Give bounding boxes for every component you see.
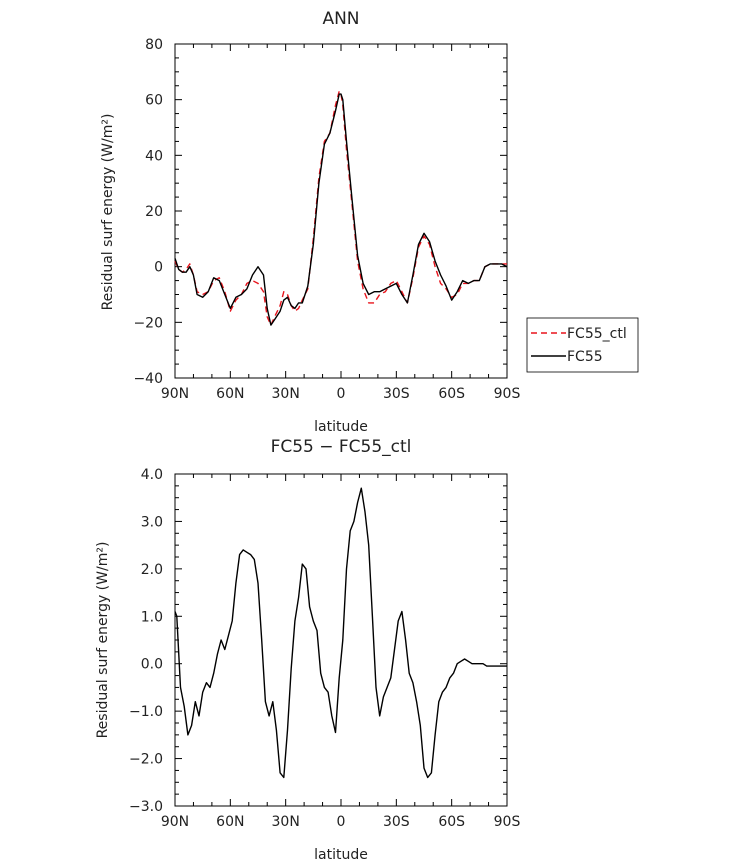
y-tick-label: 60	[145, 93, 163, 109]
x-tick-label: 60S	[438, 814, 465, 830]
x-axis-label-top: latitude	[314, 419, 368, 435]
x-tick-label: 90S	[494, 814, 521, 830]
y-axis-label-top: Residual surf energy (W/m²)	[100, 114, 116, 311]
x-tick-label: 90S	[494, 386, 521, 402]
y-tick-label: 0	[154, 260, 163, 276]
y-tick-label: 1.0	[141, 609, 163, 625]
x-tick-label: 30N	[272, 814, 300, 830]
plot-area-top: 90N 60N 30N 0 30S 60S 90S −40 −20 0 20 40 60 80	[133, 37, 520, 402]
y-tick-label: 0.0	[141, 657, 163, 673]
series-line-fc55	[174, 93, 508, 326]
legend-label-fc55: FC55	[567, 349, 603, 365]
legend-box	[526, 317, 639, 373]
x-tick-label: 90N	[161, 386, 189, 402]
y-axis-label-bottom: Residual surf energy (W/m²)	[95, 542, 111, 739]
x-tick-label: 30S	[383, 386, 410, 402]
x-tick-label: 0	[337, 814, 346, 830]
y-tick-label: 40	[145, 148, 163, 164]
x-tick-label: 60S	[438, 386, 465, 402]
y-tick-label: 20	[145, 204, 163, 220]
x-tick-label: 60N	[216, 386, 244, 402]
x-tick-label: 30N	[272, 386, 300, 402]
chart-panel-top: ANN 90N 60N 30N 0 30S 60S 90S −40 −20 0 20 40 60 80 l…	[100, 9, 639, 435]
plot-area-bottom: 90N 60N 30N 0 30S 60S 90S −3.0 −2.0 −1.0 0.0 1.0 2.0…	[129, 467, 520, 830]
y-tick-label: 3.0	[141, 514, 163, 530]
legend: FC55_ctl FC55	[526, 317, 639, 373]
chart-panel-bottom: FC55 − FC55_ctl 90N 60N 30N 0 30S 60S 90S −3.0 −…	[95, 437, 520, 863]
series-line-fc55-ctl	[174, 90, 507, 326]
series-line-difference	[174, 487, 507, 779]
x-tick-label: 60N	[216, 814, 244, 830]
x-tick-label: 30S	[383, 814, 410, 830]
legend-label-fc55-ctl: FC55_ctl	[567, 326, 627, 342]
y-tick-label: −20	[133, 315, 163, 331]
plot-frame	[174, 473, 508, 807]
y-tick-label: −40	[133, 371, 163, 387]
y-tick-label: 2.0	[141, 562, 163, 578]
y-tick-label: 4.0	[141, 467, 163, 483]
x-tick-label: 0	[337, 386, 346, 402]
y-tick-label: −1.0	[129, 704, 163, 720]
y-tick-label: −3.0	[129, 799, 163, 815]
x-tick-label: 90N	[161, 814, 189, 830]
chart-title-bottom: FC55 − FC55_ctl	[271, 437, 412, 457]
x-axis-label-bottom: latitude	[314, 847, 368, 863]
chart-title-top: ANN	[322, 9, 359, 29]
y-tick-label: −2.0	[129, 752, 163, 768]
y-tick-label: 80	[145, 37, 163, 53]
